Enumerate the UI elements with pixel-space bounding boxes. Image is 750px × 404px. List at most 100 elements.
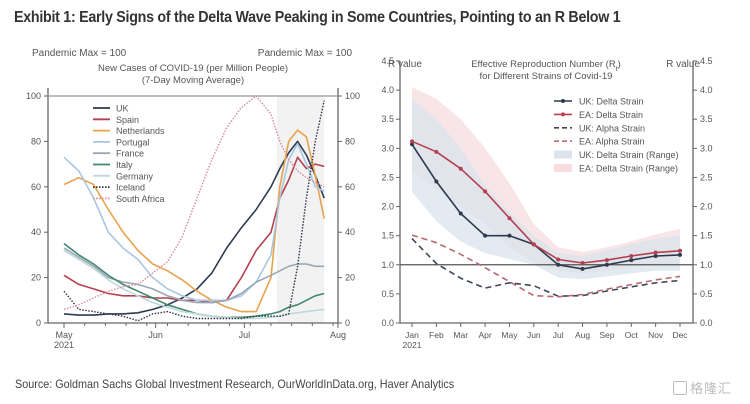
legend-label-germany: Germany: [116, 171, 154, 181]
data-point-uk-delta-strain: [653, 254, 658, 259]
data-point-uk-delta-strain: [604, 262, 609, 267]
series-line-uk: [63, 140, 325, 316]
y-tick-label-right: 100: [345, 91, 360, 101]
data-point-uk-delta-strain: [629, 258, 634, 263]
y-tick-label-left: 4.5: [381, 56, 394, 66]
y-tick-label-left: 80: [31, 136, 41, 146]
y-tick-label-right: 0: [345, 318, 350, 328]
series-line-ea-delta-strain: [411, 140, 681, 264]
legend-swatch-uk-delta-strain-range: [554, 150, 572, 159]
data-point-ea-delta-strain: [507, 216, 512, 221]
data-point-ea-delta-strain: [653, 250, 658, 255]
series-line-portugal: [63, 142, 325, 302]
y-tick-label-right: 0.5: [700, 289, 713, 299]
x-tick-label: Sep: [599, 330, 614, 340]
y-tick-label-left: 1.5: [381, 231, 394, 241]
y-tick-label-left: 1.0: [381, 260, 394, 270]
x-tick-label: Oct: [625, 330, 639, 340]
x-tick-label: May: [55, 330, 73, 340]
y-tick-label-left: 2.5: [381, 172, 394, 182]
x-tick-label: Dec: [672, 330, 688, 340]
y-tick-label-left: 2.0: [381, 202, 394, 212]
x-tick-label: Nov: [648, 330, 664, 340]
series-lines: [63, 95, 325, 322]
left-axis-title: Pandemic Max = 100: [32, 48, 127, 59]
chart-title: Effective Reproduction Number (Rt): [471, 59, 621, 73]
axes: 0.0 0.0 0.5 0.5 1.0 1.0 1.5 1.5 2.0 2.0 2.5 2.5 3.0 3…: [381, 56, 712, 350]
data-point-ea-delta-strain: [604, 258, 609, 263]
legend-marker-ea-delta-strain: [561, 112, 565, 117]
legend-label-netherlands: Netherlands: [116, 126, 165, 136]
legend-label-uk: UK: [116, 104, 129, 114]
r-value-chart: R value R value Effective Reproduction N…: [381, 56, 712, 350]
band-uk-delta-strain-range: [412, 98, 680, 280]
watermark-logo: 格隆汇: [673, 378, 732, 397]
y-tick-label-left: 3.0: [381, 143, 394, 153]
x-tick-label: Jun: [527, 330, 541, 340]
right-axis-title: Pandemic Max = 100: [258, 48, 353, 59]
x-tick-label: Mar: [453, 330, 468, 340]
data-point-ea-delta-strain: [531, 242, 536, 247]
legend-label-uk-alpha-strain: UK: Alpha Strain: [579, 123, 645, 133]
series-line-iceland: [63, 100, 325, 322]
y-tick-label-right: 2.5: [700, 172, 713, 182]
data-point-uk-delta-strain: [483, 233, 488, 238]
data-point-ea-delta-strain: [629, 254, 634, 259]
legend-label-spain: Spain: [116, 115, 139, 125]
x-tick-label: May: [501, 330, 518, 340]
right-axis-title: R value: [666, 59, 700, 70]
exhibit-title: Exhibit 1: Early Signs of the Delta Wave…: [14, 9, 621, 26]
x-tick-label: Aug: [575, 330, 590, 340]
shaded-region-rect: [276, 96, 325, 323]
series-lines: [410, 139, 682, 298]
y-tick-label-right: 2.0: [700, 202, 713, 212]
y-tick-label-right: 4.0: [700, 85, 713, 95]
y-tick-label-right: 1.5: [700, 231, 713, 241]
y-tick-label-right: 3.5: [700, 114, 713, 124]
y-tick-label-right: 1.0: [700, 260, 713, 270]
data-point-uk-delta-strain: [434, 179, 439, 184]
logo-icon: [673, 381, 687, 395]
legend: UK: Delta Strain EA: Delta Strain UK: Alph…: [554, 97, 679, 174]
shaded-region: [276, 96, 325, 323]
source-note: Source: Goldman Sachs Global Investment …: [15, 377, 455, 391]
x-tick-label: Jun: [148, 330, 163, 340]
chart-subtitle: (7-Day Moving Average): [142, 75, 244, 86]
legend-label-ea-delta-strain: EA: Delta Strain: [579, 110, 643, 120]
legend-label-iceland: Iceland: [116, 183, 145, 193]
legend-label-ea-delta-strain-range: EA: Delta Strain (Range): [579, 164, 678, 174]
series-line-uk-alpha-strain: [411, 238, 681, 298]
legend-label-uk-delta-strain: UK: Delta Strain: [579, 97, 644, 107]
title-close-paren: ): [618, 59, 621, 70]
data-point-uk-delta-strain: [507, 233, 512, 238]
x-tick-label: Jul: [553, 330, 564, 340]
chart-title: New Cases of COVID-19 (per Million Peopl…: [98, 63, 288, 74]
x-tick-label: Jul: [239, 330, 251, 340]
left-axis-title: R value: [388, 59, 422, 70]
data-point-ea-delta-strain: [434, 149, 439, 154]
legend-label-portugal: Portugal: [116, 137, 150, 147]
y-tick-label-left: 0: [36, 318, 41, 328]
legend-label-uk-delta-strain-range: UK: Delta Strain (Range): [579, 150, 679, 160]
series-line-germany: [63, 249, 325, 320]
x-tick-label: Aug: [330, 330, 346, 340]
legend-marker-uk-delta-strain: [561, 99, 565, 103]
legend-swatch-ea-delta-strain-range: [554, 164, 572, 172]
y-tick-label-right: 60: [345, 182, 355, 192]
x-tick-sublabel: 2021: [403, 340, 422, 350]
data-point-ea-delta-strain: [483, 189, 488, 194]
watermark-text: 格隆汇: [690, 381, 733, 396]
x-tick-label: Feb: [429, 330, 444, 340]
y-tick-label-right: 80: [345, 136, 355, 146]
y-tick-label-left: 20: [31, 273, 41, 283]
y-tick-label-right: 0.0: [700, 318, 713, 328]
y-tick-label-left: 4.0: [381, 85, 394, 95]
chart-title-text: Effective Reproduction Number (R: [471, 59, 616, 70]
y-tick-label-right: 20: [345, 273, 355, 283]
data-point-uk-delta-strain: [678, 252, 682, 257]
chart-subtitle: for Different Strains of Covid-19: [480, 71, 613, 82]
y-tick-label-left: 0.5: [381, 289, 394, 299]
